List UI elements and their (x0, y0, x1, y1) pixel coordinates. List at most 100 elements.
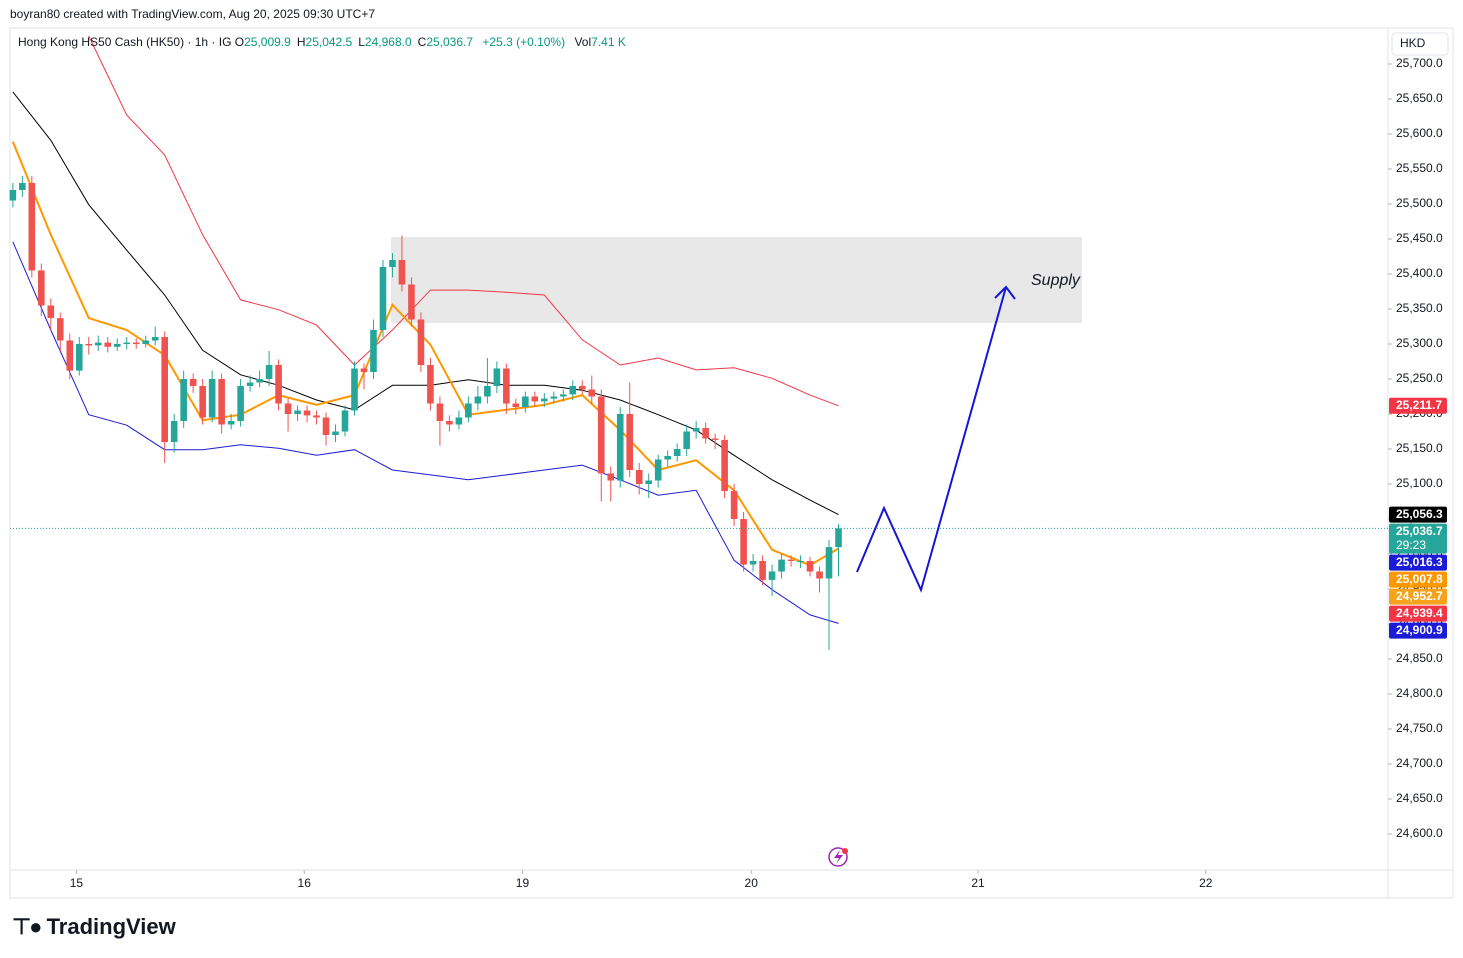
candle-body (294, 410, 301, 414)
candle-body (85, 343, 93, 346)
candle-body (151, 336, 159, 341)
ohlc-key: H (296, 35, 306, 49)
currency: HKD (1400, 36, 1426, 50)
candle-body (512, 403, 520, 407)
price-label-box (1389, 397, 1447, 414)
candle-body (740, 519, 747, 565)
candle-body (246, 382, 254, 386)
candle-body (683, 431, 690, 449)
ohlc-value: 25,042.5 (305, 35, 353, 49)
candle-body (436, 403, 444, 421)
price-label: 25,016.3 (1396, 555, 1443, 569)
y-tick-label: 24,800.0 (1396, 686, 1443, 700)
candle-body (94, 342, 102, 346)
event-icon-bolt (834, 850, 843, 864)
symbol: Hong Kong HS50 Cash (HK50) · 1h · IG (18, 35, 232, 49)
y-tick-label: 24,650.0 (1396, 791, 1443, 805)
price-label: 25,211.7 (1396, 398, 1442, 412)
candle-body (759, 561, 766, 580)
candle-body (692, 427, 700, 432)
candle-body (199, 385, 206, 418)
event-dot (842, 848, 848, 854)
candle-body (427, 364, 434, 404)
price-label-box (1389, 605, 1447, 622)
candle-body (588, 389, 596, 397)
ohlc-value: 25,036.7 (426, 35, 474, 49)
candle-body (446, 420, 453, 425)
candle-body (256, 378, 263, 383)
indicator-line (12, 241, 839, 624)
candle-body (218, 378, 225, 425)
axes: 24,600.0 24,650.0 24,700.0 24,750.0 24,800.0… (70, 56, 1447, 890)
candle-body (730, 491, 738, 520)
y-tick-label: 24,700.0 (1396, 756, 1443, 770)
candle-body (227, 420, 235, 425)
candle-body (66, 340, 74, 371)
candle-body (825, 547, 833, 579)
ohlc-key: L (358, 35, 365, 49)
candle-body (465, 403, 472, 418)
candle-body (351, 368, 358, 411)
candle-body (531, 396, 539, 402)
candle-body (398, 259, 406, 285)
candle-body (161, 336, 168, 442)
candle-body (75, 343, 83, 371)
x-tick-label: 21 (971, 876, 985, 890)
candle-body (408, 284, 415, 320)
candle-body (816, 571, 823, 579)
y-tick-label: 25,100.0 (1396, 476, 1443, 490)
candle-body (332, 431, 339, 435)
candle-body (360, 368, 368, 372)
candle-body (635, 470, 643, 485)
candle-body (645, 480, 653, 485)
candle-body (721, 439, 728, 492)
candle-body (237, 385, 244, 421)
candle-body (455, 417, 463, 425)
candle-body (550, 396, 558, 399)
candle-body (417, 319, 425, 365)
countdown: 29:23 (1396, 538, 1426, 552)
candle-body (170, 420, 178, 442)
price-label: 24,952.7 (1396, 589, 1443, 603)
x-tick-label: 16 (298, 876, 312, 890)
candle-body (104, 342, 112, 347)
candle-body (787, 559, 795, 562)
price-label: 25,007.8 (1396, 572, 1443, 586)
price-label: 25,036.7 (1396, 524, 1443, 538)
plot-area (9, 35, 1388, 650)
price-label-box (1389, 506, 1447, 523)
price-label-box (1389, 523, 1447, 554)
y-tick-label: 25,700.0 (1396, 56, 1443, 70)
supply-zone (391, 237, 1082, 323)
ohlc-key: O (234, 35, 245, 49)
candle-body (28, 182, 36, 271)
candle-body (616, 413, 624, 481)
candle-body (303, 410, 311, 416)
symbol-legend: Hong Kong HS50 Cash (HK50) · 1h · IG O25… (18, 35, 632, 49)
ohlc-value: 25,009.9 (244, 35, 291, 49)
candle-body (265, 364, 273, 379)
projection-arrowhead (994, 285, 1016, 300)
candle-body (322, 417, 330, 435)
candle-body (493, 368, 501, 386)
candle-body (389, 259, 396, 267)
y-tick-label: 24,750.0 (1396, 721, 1443, 735)
candle-body (673, 449, 681, 457)
y-tick-label: 25,300.0 (1396, 336, 1443, 350)
candle-body (275, 364, 282, 404)
supply-label: Supply (1031, 272, 1081, 289)
candle-body (522, 396, 529, 407)
candle-body (778, 559, 785, 572)
change: +25.3 (+0.10%) (482, 35, 566, 49)
candle-body (702, 427, 709, 439)
candle-body (341, 410, 349, 432)
candle-body (370, 329, 377, 372)
candle-body (47, 305, 55, 319)
candle-body (835, 528, 842, 548)
x-tick-label: 20 (745, 876, 759, 890)
x-tick-label: 15 (70, 876, 84, 890)
candle-body (284, 403, 292, 414)
candle-body (113, 343, 121, 347)
candle-body (797, 561, 804, 563)
